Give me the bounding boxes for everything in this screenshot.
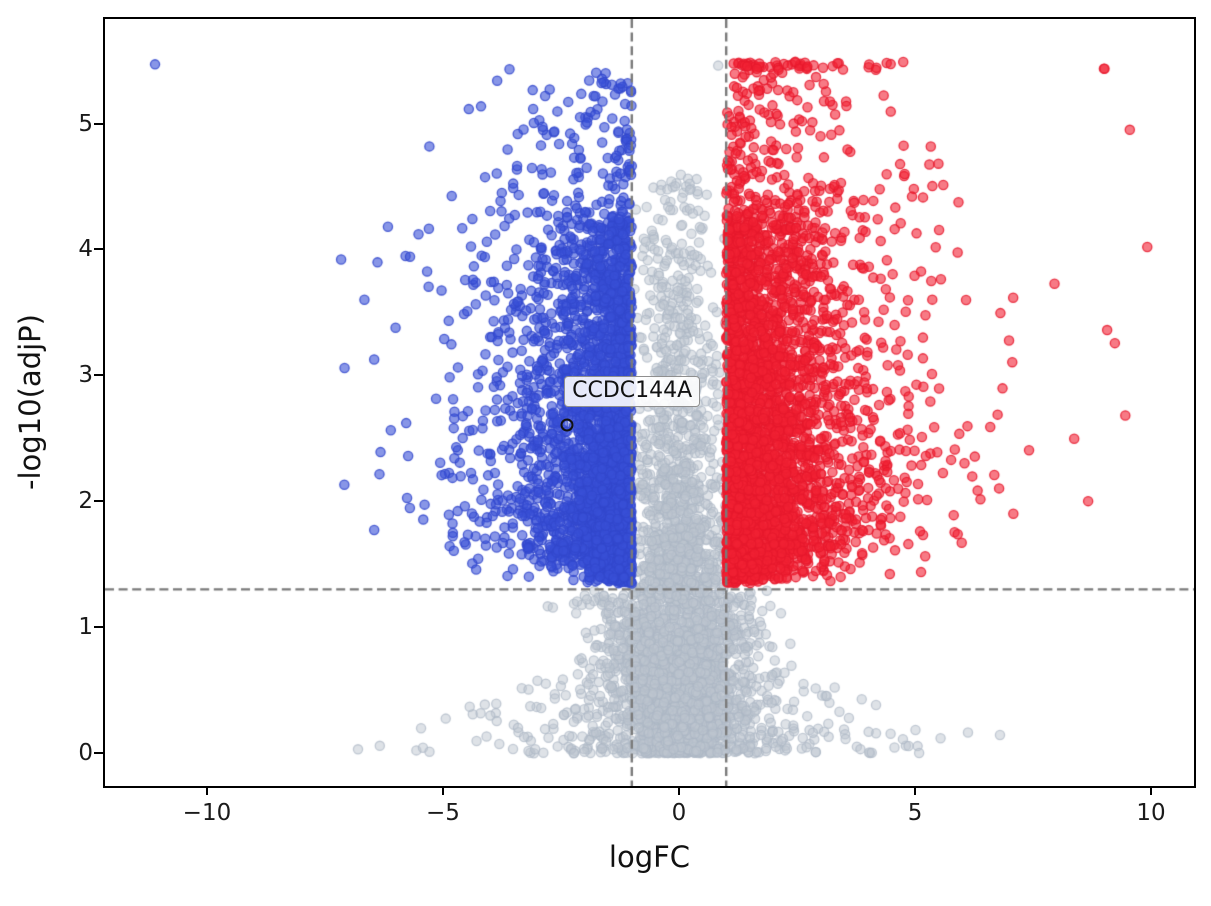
x-tick-label: −5 [426, 800, 460, 826]
y-tick-mark [94, 500, 103, 503]
x-tick-mark [205, 786, 208, 795]
y-tick-mark [94, 122, 103, 125]
y-tick-mark [94, 374, 103, 377]
y-tick-mark [94, 626, 103, 629]
x-tick-mark [678, 786, 680, 795]
x-axis-label: logFC [0, 840, 1211, 874]
plot-area: CCDC144A [103, 17, 1196, 788]
x-tick-mark [441, 786, 444, 795]
x-tick-label: −10 [182, 800, 232, 826]
y-tick-label: 4 [78, 236, 93, 263]
x-tick-label: 0 [671, 800, 687, 826]
y-tick-label: 1 [78, 614, 93, 641]
y-tick-mark [94, 752, 103, 755]
y-axis-label: -log10(adjP) [13, 314, 47, 490]
gene-annotation-label: CCDC144A [564, 375, 701, 407]
x-axis-label-text: logFC [608, 840, 691, 874]
y-tick-label: 3 [78, 362, 93, 389]
y-tick-label: 2 [78, 488, 93, 515]
annotated-point-marker [560, 418, 574, 432]
x-tick-mark [1150, 786, 1153, 795]
y-tick-label: 0 [78, 740, 93, 767]
y-tick-mark [94, 248, 103, 251]
x-tick-label: 5 [907, 800, 923, 826]
x-tick-label: 10 [1136, 800, 1166, 826]
x-tick-mark [914, 786, 917, 795]
y-tick-label: 5 [78, 110, 93, 137]
